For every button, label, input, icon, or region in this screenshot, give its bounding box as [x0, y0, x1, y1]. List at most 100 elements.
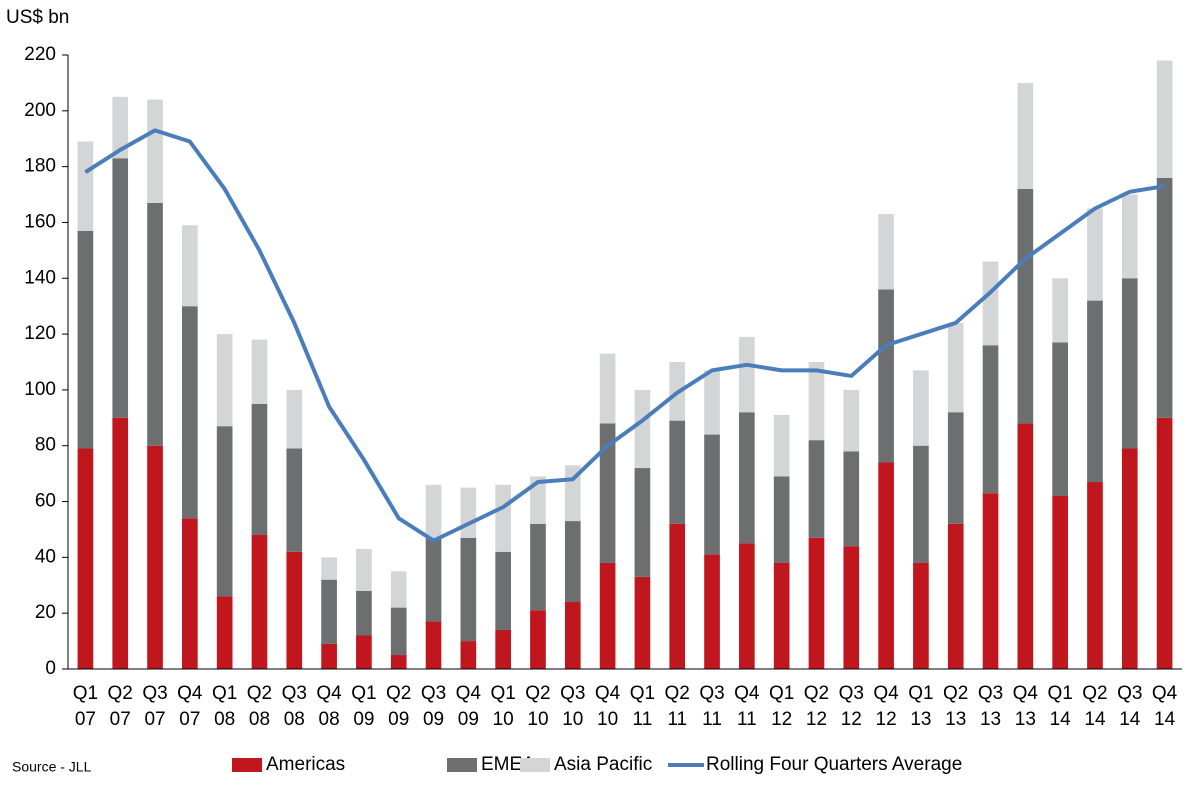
x-tick-label: 12 [771, 709, 792, 730]
bar-segment [599, 423, 616, 563]
y-tick-label: 120 [24, 323, 56, 344]
bar-segment [147, 99, 163, 203]
bar-segment [530, 476, 546, 524]
x-tick-label: Q1 [490, 683, 515, 704]
y-tick-label: 140 [24, 267, 56, 288]
bar-segment [356, 548, 372, 591]
legend-label: Americas [266, 754, 345, 775]
bar-segment [773, 476, 790, 563]
bar-segment [251, 535, 268, 669]
x-tick-label: 07 [144, 709, 165, 730]
x-tick-label: 08 [214, 709, 235, 730]
y-tick-label: 220 [24, 44, 56, 65]
bar-segment [460, 487, 477, 538]
bar-segment [739, 543, 755, 669]
bar-segment [1121, 448, 1138, 669]
x-tick-label: Q1 [769, 683, 794, 704]
legend-label: Asia Pacific [554, 754, 652, 775]
bar-segment [147, 445, 163, 669]
bar-segment [425, 537, 442, 622]
x-tick-label: Q1 [630, 683, 655, 704]
x-tick-label: Q3 [421, 683, 446, 704]
x-tick-label: 08 [319, 709, 340, 730]
x-tick-label: 13 [1015, 709, 1036, 730]
bar-segment [321, 557, 337, 580]
x-tick-label: 13 [910, 709, 931, 730]
bar-segment [982, 261, 999, 346]
x-tick-label: Q3 [1117, 683, 1142, 704]
x-tick-label: Q4 [873, 683, 899, 704]
x-tick-label: Q3 [839, 683, 864, 704]
y-tick-label: 0 [45, 658, 56, 679]
x-tick-label: Q3 [560, 683, 585, 704]
bar-segment [669, 523, 686, 669]
x-tick-label: 08 [284, 709, 305, 730]
x-tick-label: 07 [179, 709, 200, 730]
x-tick-label: 10 [527, 709, 548, 730]
bar-segment [286, 551, 303, 669]
bar-segment [1017, 423, 1034, 669]
bar-segment [425, 484, 442, 538]
bar-segment [599, 353, 616, 424]
bar-segment [1052, 278, 1068, 343]
x-tick-label: 07 [75, 709, 96, 730]
bar-segment [321, 579, 337, 644]
bar-segment [216, 334, 233, 427]
x-tick-label: Q4 [1152, 683, 1178, 704]
x-tick-label: Q1 [73, 683, 98, 704]
x-tick-label: Q4 [177, 683, 203, 704]
y-axis-label: US$ bn [6, 7, 69, 28]
x-tick-label: 10 [562, 709, 583, 730]
bar-segment [112, 417, 129, 669]
bar-segment [878, 289, 894, 463]
bar-segment [843, 546, 860, 669]
x-tick-label: Q1 [212, 683, 237, 704]
x-tick-label: Q3 [142, 683, 167, 704]
x-tick-label: 13 [945, 709, 966, 730]
bar-segment [808, 537, 825, 669]
source-note: Source - JLL [12, 759, 92, 775]
bar-segment [913, 370, 929, 446]
bar-segment [843, 389, 860, 452]
bar-segment [739, 336, 755, 413]
bar-segment [564, 521, 581, 603]
y-tick-label: 20 [35, 602, 56, 623]
x-tick-label: Q4 [316, 683, 342, 704]
bar-segment [1017, 188, 1034, 424]
x-tick-label: Q2 [108, 683, 133, 704]
x-tick-label: 10 [597, 709, 618, 730]
y-tick-label: 60 [35, 491, 56, 512]
bar-segment [182, 225, 198, 307]
x-tick-label: Q3 [282, 683, 307, 704]
x-tick-label: 14 [1084, 709, 1106, 730]
bar-segment [216, 596, 233, 669]
bar-segment [112, 96, 129, 159]
bar-segment [286, 389, 303, 449]
bar-segment [1156, 60, 1173, 178]
x-tick-label: Q2 [804, 683, 829, 704]
x-tick-label: 12 [806, 709, 827, 730]
x-tick-label: Q2 [525, 683, 550, 704]
x-tick-label: Q1 [351, 683, 376, 704]
bar-segment [495, 484, 511, 552]
y-tick-label: 200 [24, 100, 56, 121]
bar-segment [460, 537, 477, 642]
bar-segment [739, 412, 755, 544]
bar-segment [843, 451, 860, 547]
line-series [84, 128, 1165, 543]
bar-segment [982, 493, 999, 669]
bar-segment [216, 426, 233, 597]
bar-segment [425, 621, 442, 669]
x-tick-label: Q1 [1047, 683, 1072, 704]
legend-swatch [232, 758, 262, 772]
bar-segment [599, 562, 616, 669]
x-tick-label: Q2 [665, 683, 690, 704]
x-tick-label: 09 [458, 709, 479, 730]
x-tick-label: 09 [423, 709, 444, 730]
x-tick-label: 11 [737, 709, 757, 730]
x-tick-label: 12 [876, 709, 897, 730]
bar-segment [1087, 300, 1103, 483]
bar-segment [321, 643, 337, 669]
x-tick-label: Q4 [1013, 683, 1039, 704]
y-tick-label: 180 [24, 156, 56, 177]
